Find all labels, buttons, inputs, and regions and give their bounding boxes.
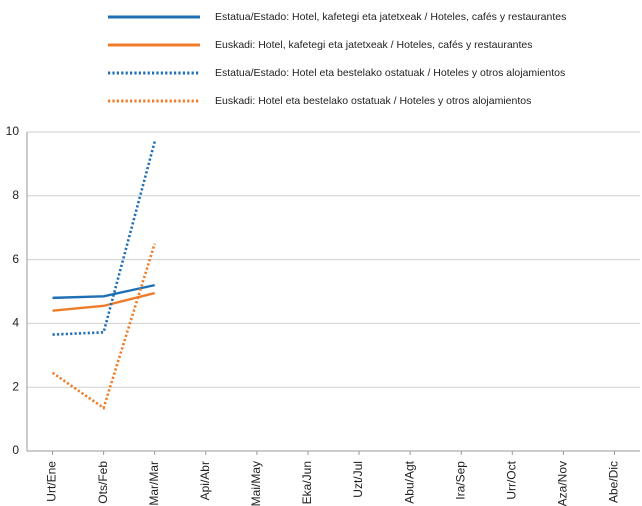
y-tick-label: 6 xyxy=(12,252,19,266)
x-tick-label: Api/Abr xyxy=(198,461,212,500)
x-tick-label: Abu/Agt xyxy=(402,460,416,503)
x-tick-label: Mar/Mar xyxy=(147,461,161,506)
legend-label: Euskadi: Hotel eta bestelako ostatuak / … xyxy=(215,95,531,107)
legend-label: Euskadi: Hotel, kafetegi eta jatetxeak /… xyxy=(215,39,533,51)
y-tick-label: 4 xyxy=(12,316,19,330)
x-tick-label: Aza/Nov xyxy=(556,461,570,506)
y-tick-label: 2 xyxy=(12,379,19,393)
x-tick-label: Eka/Jun xyxy=(300,461,314,504)
x-tick-label: Ots/Feb xyxy=(96,461,110,504)
x-tick-label: Urr/Oct xyxy=(504,460,518,499)
x-tick-label: Uzt/Jul xyxy=(351,461,365,498)
series-line xyxy=(51,243,156,411)
legend-label: Estatua/Estado: Hotel, kafetegi eta jate… xyxy=(215,11,566,23)
x-tick-label: Urt/Ene xyxy=(45,461,59,502)
x-tick-label: Abe/Dic xyxy=(607,461,621,503)
series-line xyxy=(52,283,155,300)
y-tick-label: 0 xyxy=(12,443,19,457)
legend-label: Estatua/Estado: Hotel eta bestelako osta… xyxy=(215,67,565,79)
y-tick-label: 8 xyxy=(12,188,19,202)
x-tick-label: Ira/Sep xyxy=(453,461,467,500)
y-tick-label: 10 xyxy=(6,124,20,138)
x-tick-label: Mai/May xyxy=(249,461,263,506)
